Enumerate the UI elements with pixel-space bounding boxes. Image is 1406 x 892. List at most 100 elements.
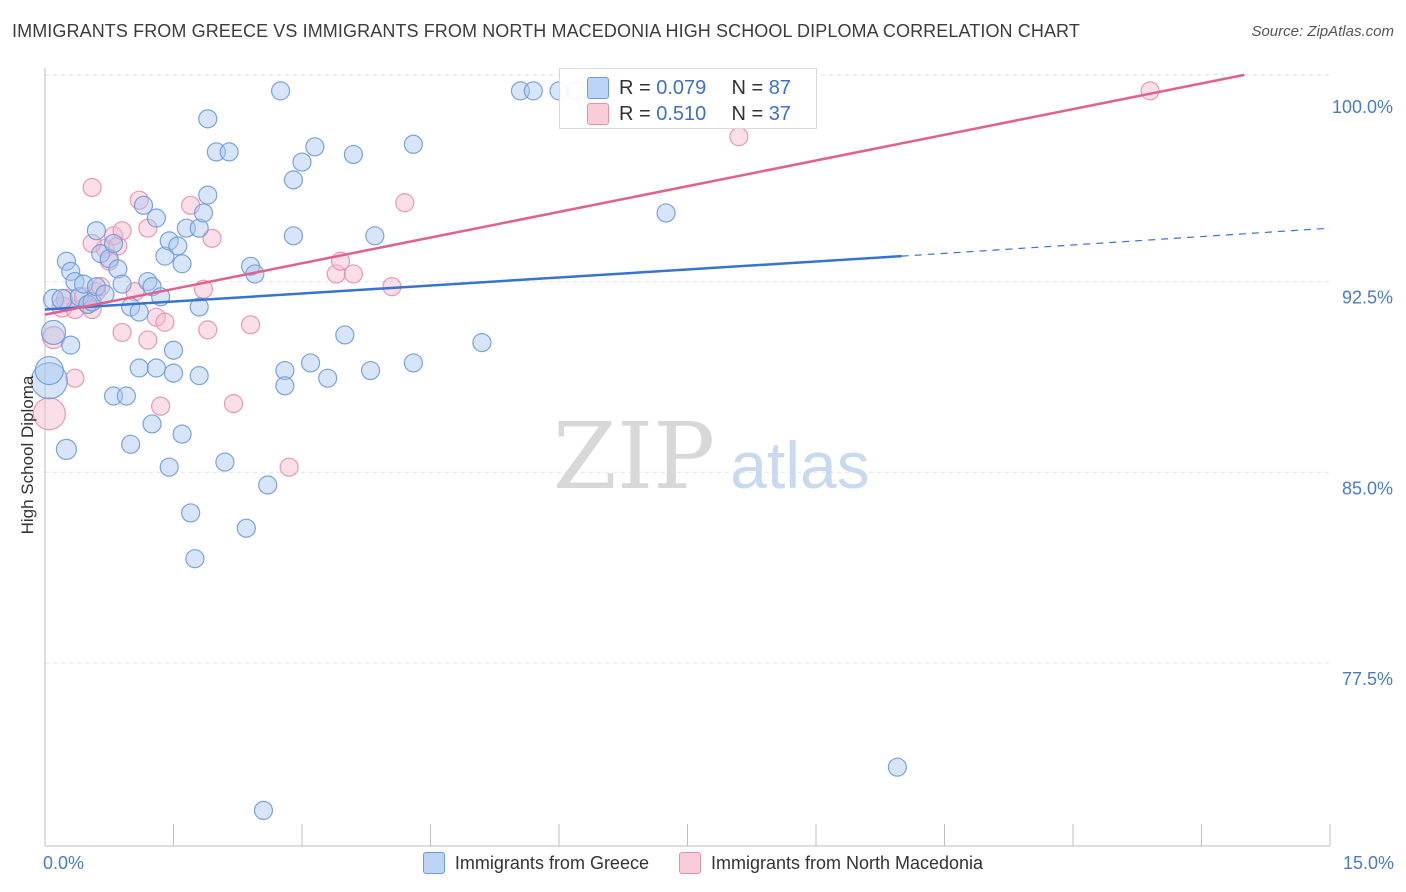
macedonia-point (729, 127, 749, 147)
macedonia-point (198, 320, 218, 340)
source-label: Source: ZipAtlas.com (1251, 23, 1394, 40)
legend-row-greece: R = 0.079 N = 87 (587, 76, 791, 100)
chart-title: IMMIGRANTS FROM GREECE VS IMMIGRANTS FRO… (12, 21, 1080, 41)
greece-point (403, 353, 423, 373)
legend-r-value-macedonia: 0.510 (656, 102, 707, 125)
greece-point (55, 438, 78, 460)
legend-swatch-macedonia (587, 103, 609, 125)
macedonia-point (138, 330, 158, 350)
legend-swatch-greece (422, 852, 445, 874)
greece-point (403, 134, 423, 154)
greece-point (198, 109, 218, 129)
greece-point (275, 376, 295, 396)
greece-point (108, 259, 128, 279)
greece-point (185, 549, 205, 569)
x-tick-label-min: 0.0% (43, 853, 85, 873)
greece-point (172, 424, 192, 444)
greece-point (215, 452, 235, 472)
greece-point (155, 246, 175, 266)
greece-point (133, 195, 154, 215)
greece-point (236, 518, 256, 538)
greece-point (198, 185, 218, 205)
greece-point (292, 152, 312, 172)
legend-item-macedonia[interactable]: Immigrants from North Macedonia (678, 852, 983, 874)
macedonia-point (202, 228, 222, 248)
y-tick-label: 85.0% (1342, 478, 1393, 498)
macedonia-point (112, 322, 132, 343)
y-axis-label: High School Diploma (18, 375, 37, 535)
macedonia-point (279, 457, 299, 477)
correlation-legend: R = 0.079 N = 87 R = 0.510 N = 37 (559, 68, 817, 129)
legend-swatch-greece (587, 77, 609, 99)
greece-point (283, 170, 304, 190)
watermark-atlas: atlas (730, 428, 869, 502)
legend-n-value-macedonia: 37 (768, 102, 791, 125)
greece-point (343, 144, 363, 165)
greece-point (305, 137, 325, 157)
greece-point (163, 340, 184, 360)
greece-point (142, 414, 162, 434)
y-tick-label: 77.5% (1342, 669, 1393, 689)
macedonia-point (155, 312, 175, 332)
greece-trend-extension (901, 227, 1331, 257)
greece-point (40, 319, 67, 346)
legend-n-value-greece: 87 (768, 76, 791, 99)
greece-point (163, 363, 184, 383)
legend-row-macedonia: R = 0.510 N = 37 (587, 102, 791, 126)
greece-point (56, 251, 77, 271)
greece-point (112, 274, 132, 294)
greece-point (472, 332, 492, 353)
greece-point (887, 757, 907, 777)
macedonia-point (32, 397, 66, 431)
greece-point (523, 81, 543, 101)
macedonia-point (82, 177, 102, 198)
greece-point (189, 366, 209, 386)
macedonia-point (223, 394, 244, 414)
greece-point (146, 208, 166, 228)
macedonia-trend-line (44, 73, 1245, 316)
greece-point (300, 353, 321, 373)
legend-item-greece[interactable]: Immigrants from Greece (422, 852, 649, 874)
greece-point (86, 221, 107, 241)
legend-n-label: N = (731, 76, 769, 99)
greece-point (129, 302, 149, 322)
greece-point (318, 368, 338, 388)
greece-point (335, 325, 355, 345)
macedonia-point (395, 193, 415, 213)
greece-point (283, 226, 304, 246)
greece-point (116, 386, 136, 406)
y-tick-label: 100.0% (1332, 97, 1393, 117)
legend-r-label: R = (619, 76, 657, 99)
greece-point (189, 297, 209, 317)
greece-point (30, 362, 68, 400)
greece-point (253, 800, 274, 821)
greece-point (189, 218, 209, 238)
greece-point (270, 81, 291, 101)
watermark-zip: ZIP (553, 403, 715, 510)
greece-point (275, 360, 295, 381)
greece-point (129, 358, 149, 378)
greece-trend-line (44, 254, 902, 311)
greece-point (103, 233, 124, 254)
greece-point (61, 261, 81, 281)
macedonia-point (1140, 81, 1160, 101)
macedonia-point (151, 396, 171, 416)
greece-point (121, 434, 141, 454)
y-tick-label: 92.5% (1342, 288, 1393, 308)
greece-point (168, 236, 188, 256)
greece-point (258, 475, 278, 495)
greece-point (219, 142, 239, 162)
greece-point (34, 355, 64, 386)
greece-point (193, 203, 214, 223)
legend-r-label: R = (619, 102, 657, 125)
greece-point (172, 254, 192, 274)
series-legend: Immigrants from Greece Immigrants from N… (0, 852, 1406, 874)
greece-point (360, 360, 381, 381)
legend-swatch-macedonia (678, 852, 701, 874)
greece-point (159, 457, 179, 477)
greece-point (51, 288, 73, 310)
macedonia-point (343, 264, 363, 284)
greece-point (656, 203, 676, 223)
greece-point (365, 226, 385, 246)
